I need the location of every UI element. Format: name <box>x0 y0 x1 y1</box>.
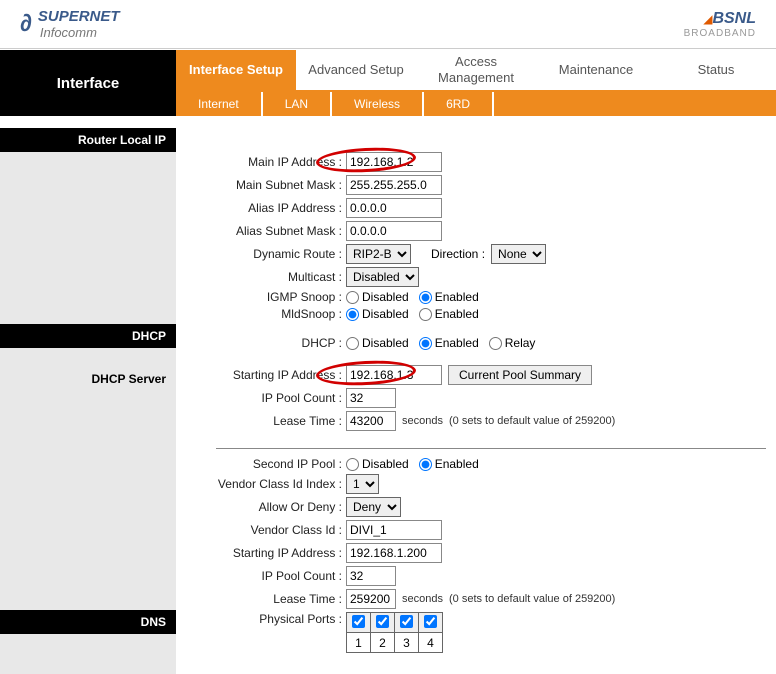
port-4-checkbox[interactable] <box>424 615 437 628</box>
second-pool-enabled-radio[interactable] <box>419 458 432 471</box>
alias-mask-input[interactable] <box>346 221 442 241</box>
label-pool-count: IP Pool Count <box>186 391 346 405</box>
main-ip-input[interactable] <box>346 152 442 172</box>
label-main-ip: Main IP Address <box>186 155 346 169</box>
page-title: Interface <box>0 50 176 116</box>
label-start-ip2: Starting IP Address <box>186 546 346 560</box>
subtab-wireless[interactable]: Wireless <box>332 92 424 116</box>
port-label-4: 4 <box>419 633 443 653</box>
label-dyn-route: Dynamic Route <box>186 247 346 261</box>
label-mld-snoop: MldSnoop <box>186 307 346 321</box>
mld-enabled-radio[interactable] <box>419 308 432 321</box>
port-3-checkbox[interactable] <box>400 615 413 628</box>
tab-maintenance[interactable]: Maintenance <box>536 50 656 92</box>
current-pool-button[interactable]: Current Pool Summary <box>448 365 592 385</box>
brand-sub: Infocomm <box>40 25 120 40</box>
label-allow-deny: Allow Or Deny <box>186 500 346 514</box>
port-label-3: 3 <box>395 633 419 653</box>
main-tabs: Interface Setup Advanced Setup Access Ma… <box>176 50 776 92</box>
section-dhcp: DHCP <box>0 324 176 348</box>
subtab-6rd[interactable]: 6RD <box>424 92 494 116</box>
nav-bar: Interface Interface Setup Advanced Setup… <box>0 49 776 116</box>
sidebar: Router Local IP DHCP DHCP Server DNS <box>0 128 176 674</box>
main-form: Main IP Address Main Subnet Mask Alias I… <box>176 128 776 674</box>
label-lease-time2: Lease Time <box>186 592 346 606</box>
section-dns: DNS <box>0 610 176 634</box>
subtab-lan[interactable]: LAN <box>263 92 332 116</box>
label-igmp-snoop: IGMP Snoop <box>186 290 346 304</box>
pool-count2-input[interactable] <box>346 566 396 586</box>
main-mask-input[interactable] <box>346 175 442 195</box>
alias-ip-input[interactable] <box>346 198 442 218</box>
label-start-ip: Starting IP Address <box>186 368 346 382</box>
port-1-checkbox[interactable] <box>352 615 365 628</box>
content: Router Local IP DHCP DHCP Server DNS Mai… <box>0 128 776 674</box>
tab-interface-setup[interactable]: Interface Setup <box>176 50 296 92</box>
start-ip2-input[interactable] <box>346 543 442 563</box>
igmp-disabled-radio[interactable] <box>346 291 359 304</box>
lease-hint: (0 sets to default value of 259200) <box>449 415 615 427</box>
dhcp-disabled-radio[interactable] <box>346 337 359 350</box>
second-pool-disabled-radio[interactable] <box>346 458 359 471</box>
lease-hint2: (0 sets to default value of 259200) <box>449 593 615 605</box>
label-vendor-class: Vendor Class Id <box>186 523 346 537</box>
label-dhcp: DHCP <box>186 336 346 350</box>
label-direction: Direction <box>431 247 478 261</box>
swoosh-icon: ∂ <box>20 10 32 38</box>
vendor-idx-select[interactable]: 1 <box>346 474 379 494</box>
tab-advanced-setup[interactable]: Advanced Setup <box>296 50 416 92</box>
sub-tabs: Internet LAN Wireless 6RD <box>176 92 776 116</box>
multicast-select[interactable]: Disabled <box>346 267 419 287</box>
label-dhcp-server: DHCP Server <box>0 364 176 394</box>
label-second-pool: Second IP Pool <box>186 457 346 471</box>
port-label-1: 1 <box>347 633 371 653</box>
label-lease-time: Lease Time <box>186 414 346 428</box>
label-vendor-idx: Vendor Class Id Index <box>186 477 346 491</box>
label-multicast: Multicast <box>186 270 346 284</box>
tab-access-management[interactable]: Access Management <box>416 50 536 92</box>
label-alias-ip: Alias IP Address <box>186 201 346 215</box>
dhcp-relay-radio[interactable] <box>489 337 502 350</box>
pool-count-input[interactable] <box>346 388 396 408</box>
divider <box>216 448 766 449</box>
port-label-2: 2 <box>371 633 395 653</box>
logo-supernet: ∂ SUPERNET Infocomm <box>20 8 120 40</box>
lease-time-input[interactable] <box>346 411 396 431</box>
dyn-route-select[interactable]: RIP2-B <box>346 244 411 264</box>
header: ∂ SUPERNET Infocomm ◢BSNL BROADBAND <box>0 0 776 49</box>
bsnl-sub: BROADBAND <box>684 28 756 39</box>
lease-time2-input[interactable] <box>346 589 396 609</box>
direction-select[interactable]: None <box>491 244 546 264</box>
logo-bsnl: ◢BSNL BROADBAND <box>684 10 756 39</box>
port-2-checkbox[interactable] <box>376 615 389 628</box>
subtab-internet[interactable]: Internet <box>176 92 263 116</box>
label-main-mask: Main Subnet Mask <box>186 178 346 192</box>
mld-disabled-radio[interactable] <box>346 308 359 321</box>
start-ip-input[interactable] <box>346 365 442 385</box>
bsnl-text: BSNL <box>712 10 756 27</box>
label-pool-count2: IP Pool Count <box>186 569 346 583</box>
section-router-local-ip: Router Local IP <box>0 128 176 152</box>
igmp-enabled-radio[interactable] <box>419 291 432 304</box>
seconds-text2: seconds <box>402 593 443 605</box>
tab-status[interactable]: Status <box>656 50 776 92</box>
seconds-text: seconds <box>402 415 443 427</box>
ports-table: 1 2 3 4 <box>346 612 443 653</box>
vendor-class-input[interactable] <box>346 520 442 540</box>
label-alias-mask: Alias Subnet Mask <box>186 224 346 238</box>
brand-name: SUPERNET <box>38 8 120 25</box>
dhcp-enabled-radio[interactable] <box>419 337 432 350</box>
allow-deny-select[interactable]: Deny <box>346 497 401 517</box>
label-ports: Physical Ports <box>186 612 346 626</box>
